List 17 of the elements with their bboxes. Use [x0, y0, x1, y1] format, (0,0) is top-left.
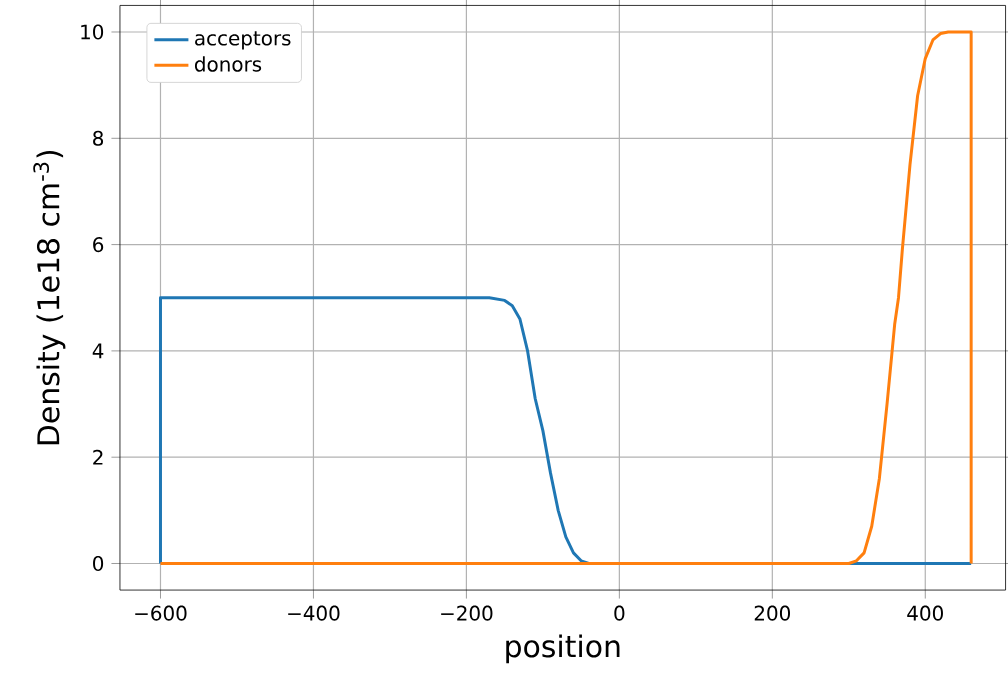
y-tick-label: 4 — [92, 343, 104, 359]
x-tick-label: 200 — [754, 605, 791, 621]
x-tick-label: 400 — [907, 605, 943, 621]
x-axis-title: position — [506, 634, 620, 664]
y-tick-label: 6 — [93, 237, 104, 253]
x-tick-label: 0 — [614, 605, 625, 621]
legend-label: acceptors — [195, 31, 291, 50]
y-tick-label: 8 — [93, 130, 104, 146]
y-tick-label: 10 — [81, 24, 104, 40]
x-tick-label: −200 — [441, 605, 493, 621]
y-axis-title: Density (1e18 cm$^{-3}$) — [33, 150, 66, 445]
y-tick-label: 2 — [93, 449, 103, 465]
x-tick-label: −600 — [135, 605, 187, 621]
line-series — [158, 30, 973, 565]
y-tick-label: 0 — [93, 555, 104, 572]
legend-label: donors — [194, 56, 262, 72]
x-tick-label: −400 — [288, 605, 340, 621]
